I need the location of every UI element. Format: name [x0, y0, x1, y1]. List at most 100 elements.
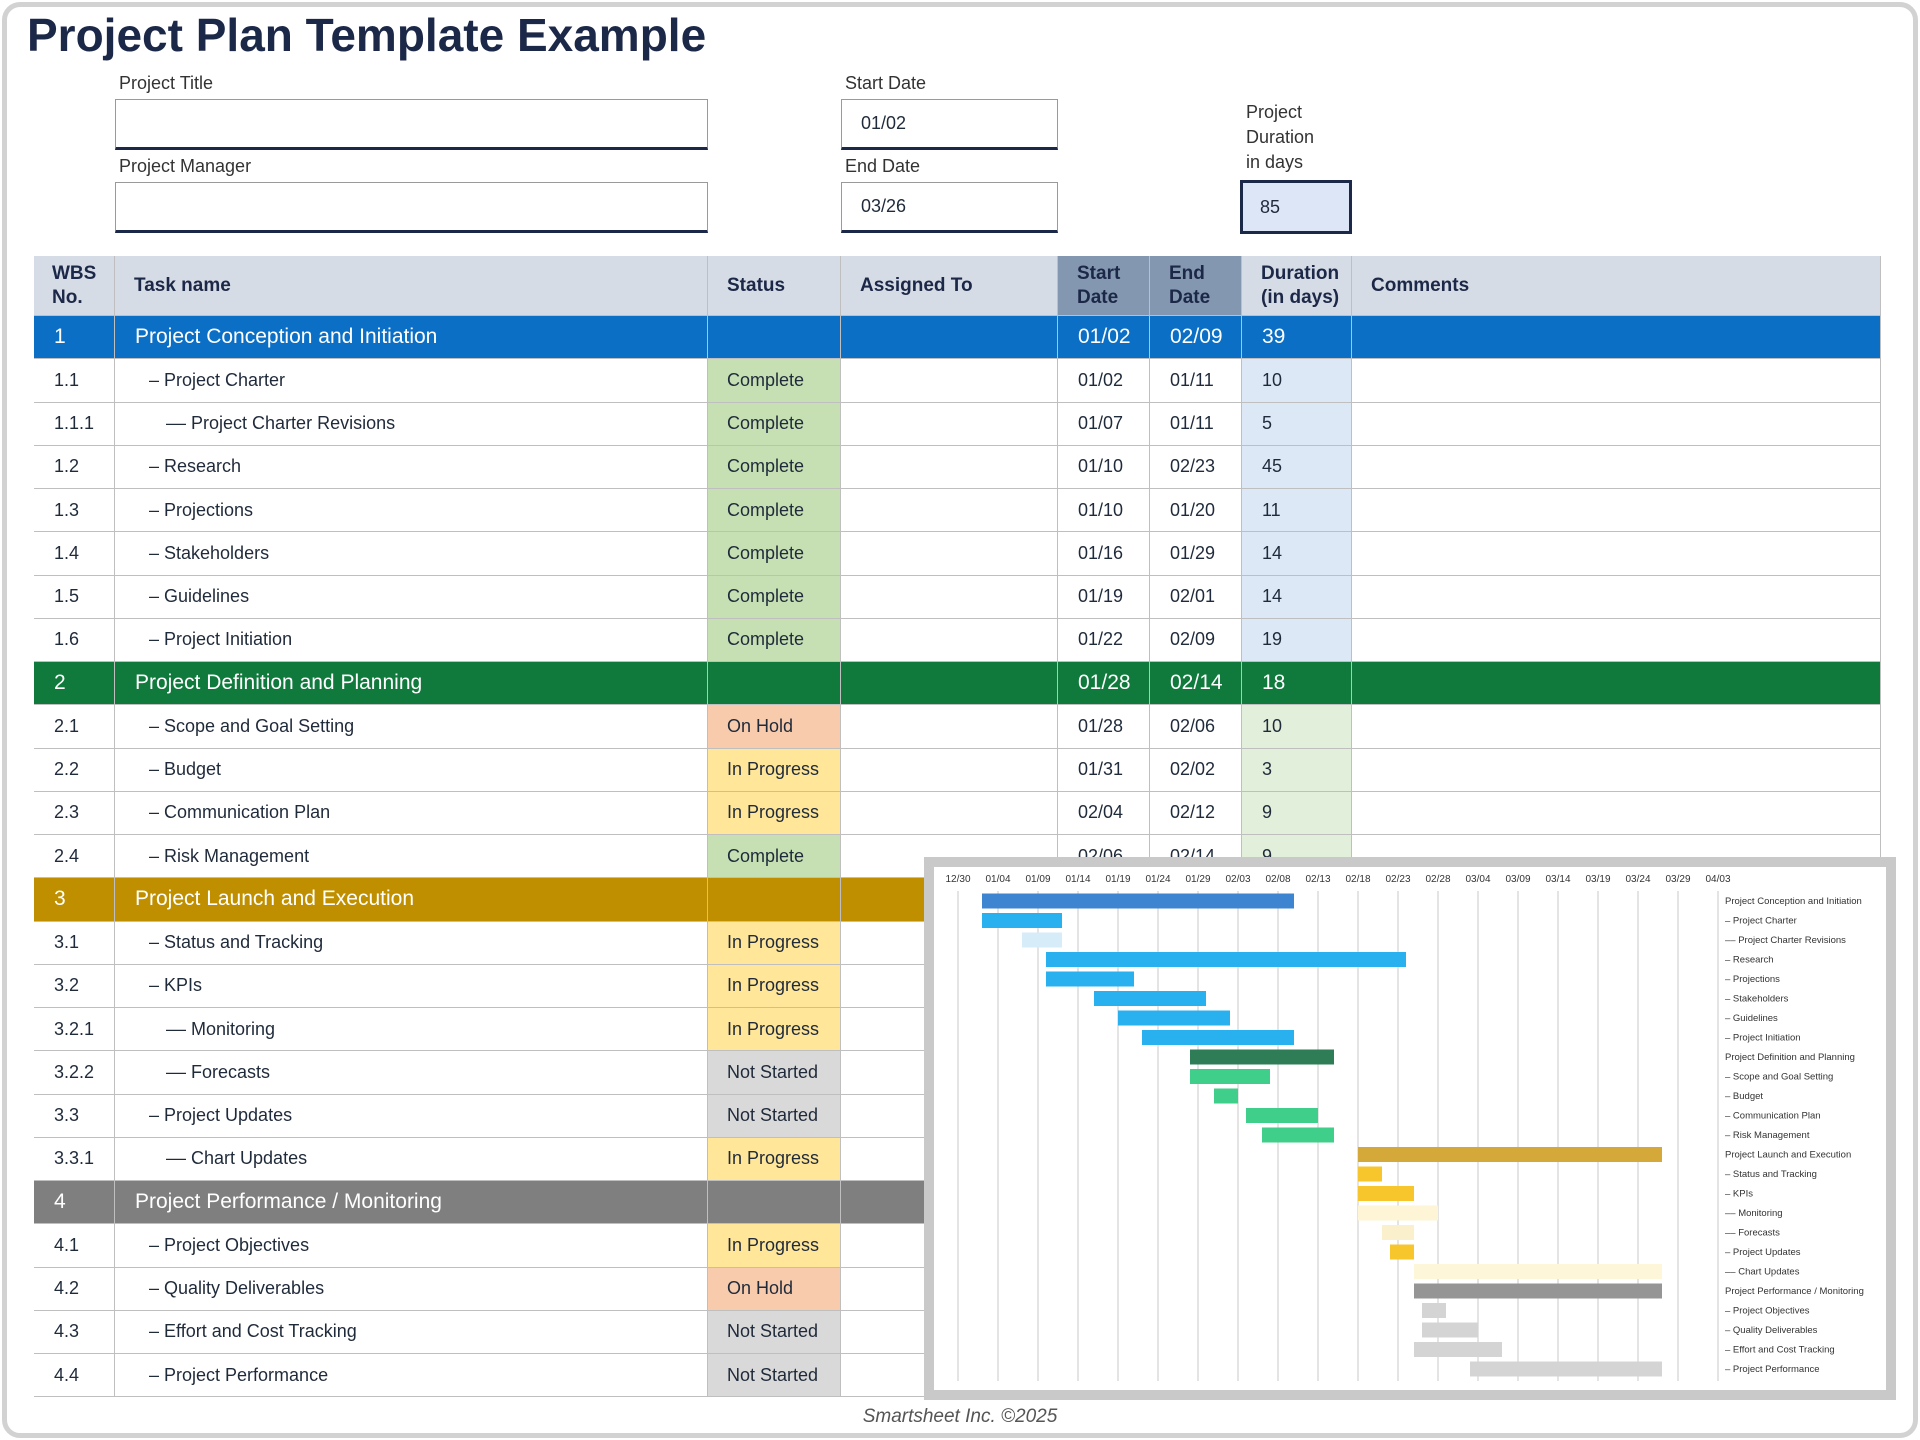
table-cell: 19 [1242, 618, 1352, 662]
table-cell: 02/09 [1150, 316, 1242, 360]
gantt-tick-label: 03/19 [1585, 874, 1610, 885]
gantt-bar [1358, 1147, 1662, 1162]
table-cell: Project Conception and Initiation [115, 316, 708, 360]
gantt-row-label: –– Forecasts [1725, 1228, 1780, 1239]
table-cell: 1.4 [34, 532, 115, 576]
table-cell: Complete [708, 532, 841, 576]
gantt-bar [1414, 1264, 1662, 1279]
gantt-tick-label: 02/23 [1385, 874, 1410, 885]
gantt-row-label: Project Launch and Execution [1725, 1150, 1851, 1161]
table-cell: 3.2.1 [34, 1008, 115, 1052]
gantt-row-label: – Scope and Goal Setting [1725, 1072, 1833, 1083]
column-header: Task name [115, 256, 708, 316]
table-cell [841, 748, 1058, 792]
table-cell: – Project Performance [115, 1354, 708, 1398]
table-cell [708, 1181, 841, 1225]
field-label: Project Title [119, 73, 214, 93]
table-cell [841, 316, 1058, 360]
table-cell: Complete [708, 445, 841, 489]
table-cell: Project Launch and Execution [115, 878, 708, 922]
gantt-row-label: – Communication Plan [1725, 1111, 1821, 1122]
table-cell [1352, 705, 1881, 749]
table-cell [1352, 791, 1881, 835]
table-cell: 4.2 [34, 1267, 115, 1311]
table-cell: Complete [708, 402, 841, 446]
gantt-row-label: – Project Objectives [1725, 1306, 1810, 1317]
table-cell: 01/10 [1058, 489, 1150, 533]
table-cell: In Progress [708, 921, 841, 965]
table-cell [841, 791, 1058, 835]
table-cell: – Project Objectives [115, 1224, 708, 1268]
table-cell: Not Started [708, 1310, 841, 1354]
table-cell: 01/22 [1058, 618, 1150, 662]
table-cell: 2.1 [34, 705, 115, 749]
gantt-bar [1422, 1303, 1446, 1318]
table-cell: In Progress [708, 1224, 841, 1268]
table-cell: 01/20 [1150, 489, 1242, 533]
table-cell [1352, 618, 1881, 662]
gantt-bar [1046, 971, 1134, 987]
gantt-bar [1414, 1342, 1502, 1357]
gantt-row-label: Project Performance / Monitoring [1725, 1286, 1864, 1297]
field-label: Project Manager [119, 156, 252, 176]
table-cell: – Research [115, 445, 708, 489]
table-cell: 3.2.2 [34, 1051, 115, 1095]
table-cell: 2 [34, 662, 115, 706]
gantt-bar [1358, 1166, 1382, 1182]
table-cell: – Project Initiation [115, 618, 708, 662]
gantt-row-label: – Project Performance [1725, 1364, 1820, 1375]
table-cell: 01/28 [1058, 662, 1150, 706]
table-cell [841, 359, 1058, 403]
table-cell [1352, 402, 1881, 446]
table-cell: On Hold [708, 705, 841, 749]
column-header: Assigned To [841, 256, 1058, 316]
gantt-bar [1214, 1088, 1238, 1104]
input-box[interactable]: 03/26 [841, 182, 1058, 233]
table-cell: 01/11 [1150, 402, 1242, 446]
table-cell: 14 [1242, 575, 1352, 619]
table-cell: Complete [708, 618, 841, 662]
table-cell [841, 402, 1058, 446]
table-cell: 01/31 [1058, 748, 1150, 792]
table-cell: 10 [1242, 705, 1352, 749]
table-cell: 01/07 [1058, 402, 1150, 446]
gantt-tick-label: 01/29 [1185, 874, 1210, 885]
table-cell: – Scope and Goal Setting [115, 705, 708, 749]
table-cell [1352, 575, 1881, 619]
table-cell: 10 [1242, 359, 1352, 403]
table-cell: 02/09 [1150, 618, 1242, 662]
gantt-bar [1422, 1322, 1478, 1338]
input-box[interactable] [115, 182, 708, 233]
table-cell: – Project Charter [115, 359, 708, 403]
table-cell: –– Monitoring [115, 1008, 708, 1052]
table-cell: – Status and Tracking [115, 921, 708, 965]
table-cell [841, 705, 1058, 749]
gantt-row-label: –– Project Charter Revisions [1725, 935, 1846, 946]
input-box[interactable]: 01/02 [841, 99, 1058, 150]
table-cell: – Risk Management [115, 835, 708, 879]
gantt-tick-label: 04/03 [1705, 874, 1730, 885]
table-cell: –– Forecasts [115, 1051, 708, 1095]
gantt-tick-label: 02/13 [1305, 874, 1330, 885]
table-cell: 1.1.1 [34, 402, 115, 446]
table-cell: 2.2 [34, 748, 115, 792]
input-box[interactable] [115, 99, 708, 150]
table-cell: – Effort and Cost Tracking [115, 1310, 708, 1354]
table-cell: Complete [708, 489, 841, 533]
gantt-row-label: Project Conception and Initiation [1725, 896, 1862, 907]
gantt-row-label: – Project Initiation [1725, 1033, 1801, 1044]
gantt-bar [1190, 1069, 1270, 1084]
table-cell: Complete [708, 835, 841, 879]
table-cell: Complete [708, 359, 841, 403]
table-cell: 1.1 [34, 359, 115, 403]
table-cell: – KPIs [115, 964, 708, 1008]
gantt-row-label: – Status and Tracking [1725, 1169, 1817, 1180]
gantt-bar [1358, 1186, 1414, 1201]
table-cell: 4.3 [34, 1310, 115, 1354]
gantt-row-label: – Research [1725, 955, 1774, 966]
gantt-row-label: –– Monitoring [1725, 1208, 1783, 1219]
table-cell: 18 [1242, 662, 1352, 706]
gantt-tick-label: 03/04 [1465, 874, 1490, 885]
table-cell: 01/19 [1058, 575, 1150, 619]
